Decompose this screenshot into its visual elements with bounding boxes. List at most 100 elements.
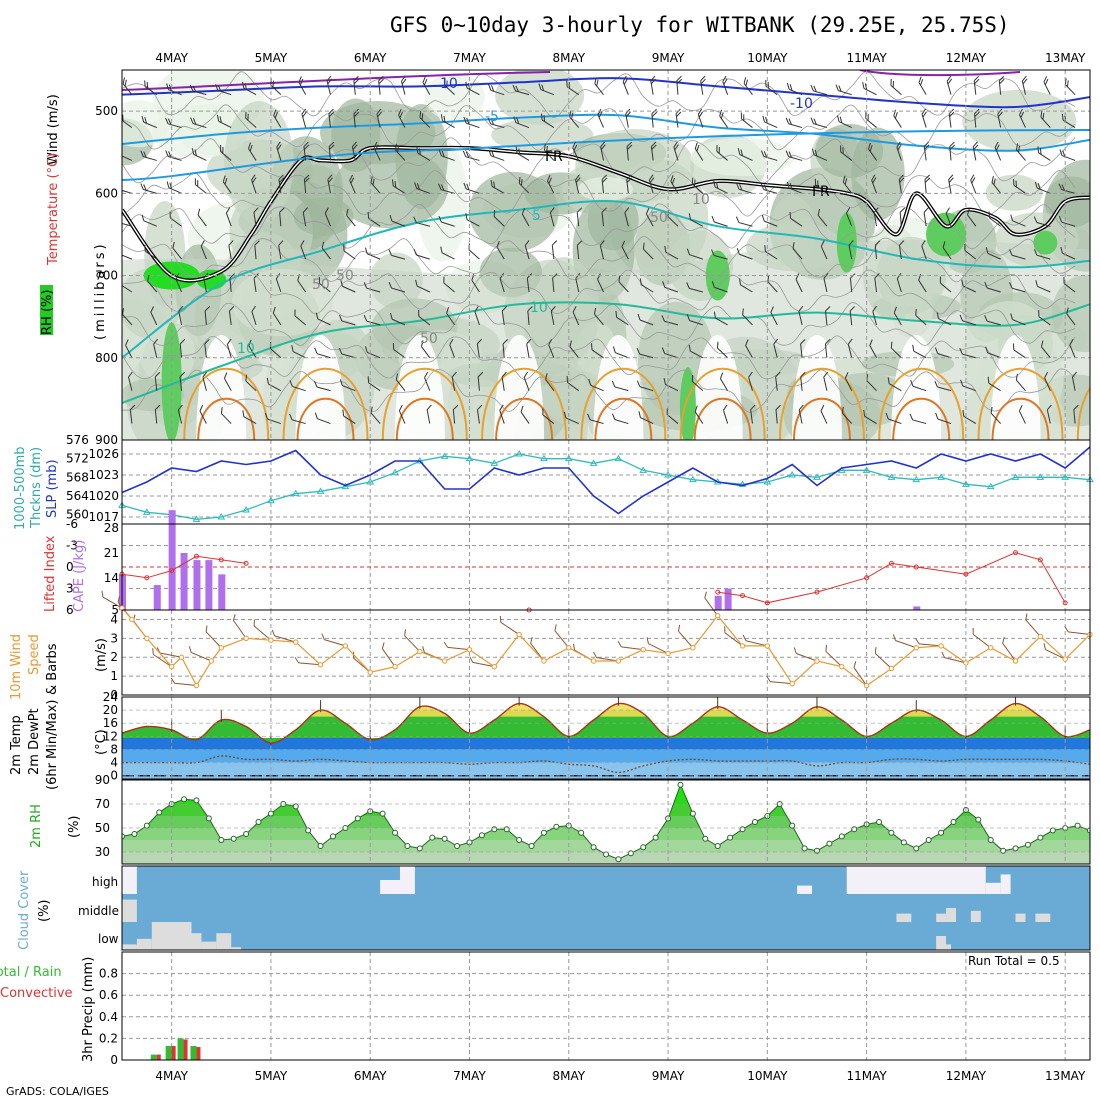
wind-barb [918,76,927,95]
barb-feather [765,79,767,87]
cloud-block [1000,874,1011,894]
barb-staff [418,315,431,326]
barb-feather [389,214,393,222]
barb-feather [1009,282,1013,289]
wind-barb [1035,280,1051,293]
wind-barb [520,405,530,424]
barb-feather [838,85,842,92]
barb-feather [154,371,161,378]
barb-feather [165,117,169,125]
wind-barb [824,338,831,358]
barb-staff [302,212,307,227]
barb-feather [739,278,741,285]
wind-barb [743,77,753,95]
thickness-tick-label: 564 [66,489,89,503]
barb-feather [946,75,952,82]
thickness-marker [490,459,499,466]
barb-staff [714,286,728,293]
wind-barb [587,413,604,425]
barb-feather [490,118,495,125]
barb-feather [446,307,449,314]
wind-barb [984,315,1001,326]
barb-staff [516,152,530,161]
barb-staff [1041,346,1051,359]
barb-feather [242,81,245,89]
barb-staff [825,310,828,325]
rh-marker [801,845,808,852]
barb-staff [1037,285,1051,293]
wind-barb [1069,338,1076,358]
barb-feather [867,114,869,121]
barb-staff [743,83,753,95]
wind-barb [1040,110,1051,128]
slp-line [121,446,1091,515]
barb-staff [317,318,331,326]
barb-feather [942,241,946,248]
wind-barb [253,619,272,641]
barb-staff [1066,313,1076,326]
barb-feather [923,207,929,213]
wind-barb [612,346,629,359]
wind-barb [291,345,306,359]
barb-staff [541,119,555,128]
barb-feather [662,281,666,288]
barb-staff [767,281,778,293]
panel-frame [121,865,1091,951]
barb-feather [328,177,333,183]
rh-clip-group [122,781,1090,864]
wind-barb [501,306,508,325]
barb-feather [588,379,592,386]
barb-feather [941,651,945,658]
rh-shade [468,171,559,252]
barb-staff [1073,409,1076,424]
wind-barb [1021,75,1028,95]
barb-feather [502,339,508,345]
barb-feather [530,637,533,644]
wind-barb [278,240,284,260]
wind-barb [985,247,1001,260]
wind-barb [842,175,853,194]
barb-staff [270,84,282,96]
barb-staff [842,181,853,194]
barb-feather [597,108,602,115]
barb-feather [745,339,749,346]
wind-barb [147,274,158,293]
wind-barb [220,407,232,424]
barb-staff [1036,221,1051,227]
barb-feather [523,371,528,378]
wind-speed-marker [640,646,646,653]
wind-barb [798,404,804,424]
barb-feather [646,637,649,644]
precip-conv-bar [183,1039,188,1060]
barb-staff [863,87,877,96]
rh-marker [143,822,150,829]
wind-barb [373,141,381,161]
contour-label: FR [812,184,830,200]
barb-staff [745,640,768,647]
thickness-marker [267,496,275,504]
wind-barb [841,406,853,424]
cloud-block [151,922,192,950]
barb-feather [143,184,147,191]
barb-staff [143,189,157,194]
barb-staff [716,151,728,161]
cloud-block [122,944,137,950]
barb-staff [989,217,1001,227]
wind-barb [204,338,210,358]
barb-staff [220,151,232,161]
wind-barb [823,273,829,293]
wind-barb [188,646,212,662]
barb-staff [273,115,282,128]
barb-feather [767,81,769,89]
barb-feather [909,413,914,421]
barb-staff [292,385,306,392]
barb-feather [203,273,209,279]
wind-barb [650,75,656,95]
barb-staff [367,253,381,260]
barb-staff [912,385,927,392]
barb-feather [223,372,228,379]
barb-feather [122,114,124,122]
barb-staff [298,82,307,95]
lifted-index-line [121,555,247,579]
